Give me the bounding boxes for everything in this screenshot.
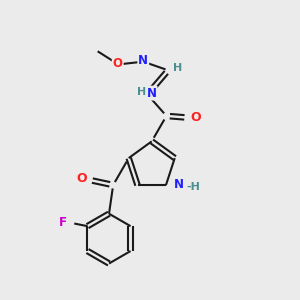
Text: O: O [76,172,87,185]
Text: F: F [58,215,67,229]
Text: N: N [174,178,184,191]
Text: O: O [113,57,123,70]
Text: H: H [136,87,146,98]
Text: O: O [190,111,201,124]
Text: -H: -H [187,182,200,192]
Text: N: N [138,54,148,67]
Text: N: N [147,87,157,100]
Text: H: H [173,63,182,73]
